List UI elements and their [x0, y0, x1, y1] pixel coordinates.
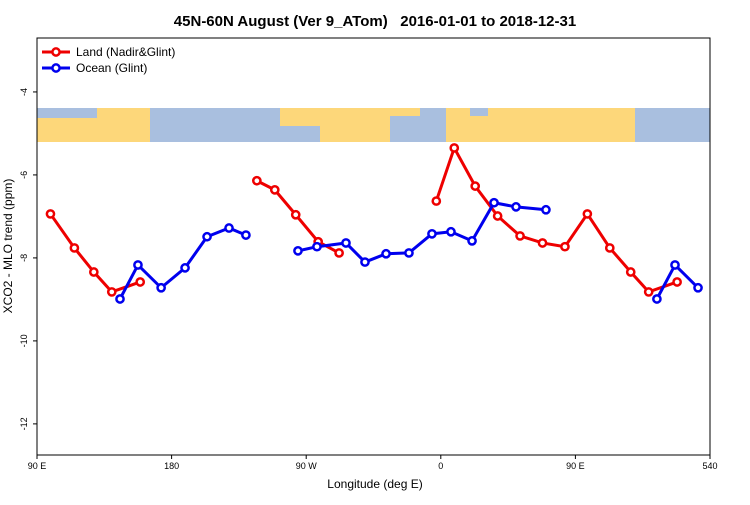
data-point	[449, 143, 460, 153]
data-point	[135, 277, 146, 287]
data-point	[106, 287, 117, 297]
data-point	[431, 196, 442, 206]
map-ocean	[420, 108, 446, 142]
x-tick-label: 90 W	[296, 461, 318, 471]
data-point	[467, 236, 477, 246]
data-point	[404, 248, 414, 258]
data-point	[381, 248, 391, 259]
data-point	[492, 211, 503, 221]
plot-frame	[36, 37, 711, 456]
data-point	[293, 246, 303, 256]
x-tick-label: 0	[438, 461, 443, 471]
map-ocean	[635, 108, 710, 142]
data-point	[251, 175, 262, 186]
data-point	[269, 185, 280, 195]
map-ocean	[470, 108, 488, 116]
data-point	[515, 231, 525, 241]
x-axis-label: Longitude (deg E)	[327, 477, 422, 491]
data-point	[511, 202, 521, 212]
data-point	[625, 267, 636, 277]
data-point	[156, 282, 166, 293]
data-point	[670, 260, 680, 270]
x-tick-label: 90 E	[566, 461, 585, 471]
y-tick-label: -6	[19, 171, 29, 179]
data-point	[604, 243, 615, 253]
data-point	[643, 287, 654, 297]
data-point	[115, 294, 125, 304]
y-axis-label: XCO2 - MLO trend (ppm)	[1, 179, 15, 314]
y-tick-label: -4	[19, 88, 29, 96]
map-ocean	[37, 108, 97, 118]
data-point	[341, 238, 351, 248]
map-strip	[37, 108, 710, 142]
data-point	[672, 277, 682, 287]
data-point	[582, 209, 593, 219]
data-point	[224, 223, 234, 233]
data-point	[541, 204, 551, 215]
map-ocean	[390, 116, 420, 142]
data-point	[427, 228, 437, 239]
data-point	[560, 241, 570, 252]
data-point	[290, 209, 301, 220]
legend-marker	[51, 63, 61, 73]
data-point	[88, 267, 99, 277]
map-land	[37, 108, 710, 142]
legend-label: Land (Nadir&Glint)	[76, 45, 175, 59]
data-point	[69, 243, 80, 253]
x-tick-label: 180	[164, 461, 179, 471]
y-tick-label: -10	[19, 334, 29, 347]
data-point	[489, 197, 499, 208]
data-point	[652, 294, 662, 304]
y-tick-label: -12	[19, 417, 29, 430]
x-tick-label: 540	[702, 461, 717, 471]
data-point	[241, 230, 251, 240]
data-point	[180, 263, 190, 273]
data-point	[693, 282, 703, 293]
data-point	[446, 226, 456, 237]
data-point	[334, 248, 344, 258]
legend-marker	[51, 47, 61, 57]
map-ocean	[150, 108, 280, 142]
legend-label: Ocean (Glint)	[76, 61, 147, 75]
map-ocean	[280, 126, 320, 142]
data-point	[202, 231, 212, 242]
data-point	[360, 257, 370, 267]
data-point	[45, 209, 56, 219]
data-point	[312, 241, 322, 252]
data-point	[133, 260, 143, 270]
y-tick-label: -8	[19, 254, 29, 262]
chart-title: 45N-60N August (Ver 9_ATom) 2016-01-01 t…	[174, 13, 576, 30]
x-tick-label: 90 E	[28, 461, 47, 471]
data-point	[470, 181, 481, 191]
data-point	[537, 238, 548, 248]
